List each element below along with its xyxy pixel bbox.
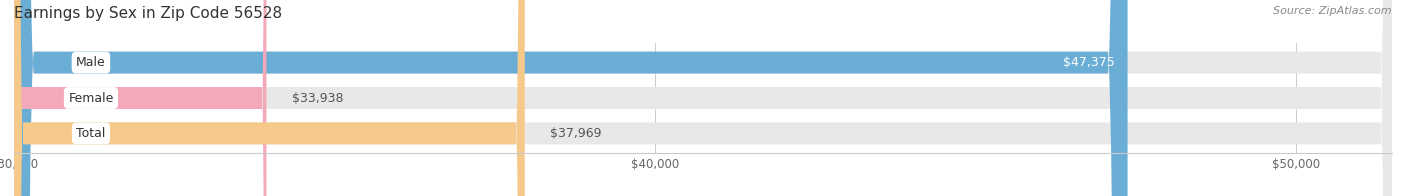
- Text: Female: Female: [69, 92, 114, 104]
- Text: Source: ZipAtlas.com: Source: ZipAtlas.com: [1274, 6, 1392, 16]
- Text: $47,375: $47,375: [1063, 56, 1115, 69]
- FancyBboxPatch shape: [14, 0, 1392, 196]
- FancyBboxPatch shape: [14, 0, 266, 196]
- FancyBboxPatch shape: [14, 0, 1128, 196]
- Text: Total: Total: [76, 127, 105, 140]
- FancyBboxPatch shape: [14, 0, 524, 196]
- Text: $33,938: $33,938: [292, 92, 343, 104]
- FancyBboxPatch shape: [14, 0, 1392, 196]
- FancyBboxPatch shape: [14, 0, 1392, 196]
- Text: $37,969: $37,969: [550, 127, 602, 140]
- Text: Male: Male: [76, 56, 105, 69]
- Text: Earnings by Sex in Zip Code 56528: Earnings by Sex in Zip Code 56528: [14, 6, 283, 21]
